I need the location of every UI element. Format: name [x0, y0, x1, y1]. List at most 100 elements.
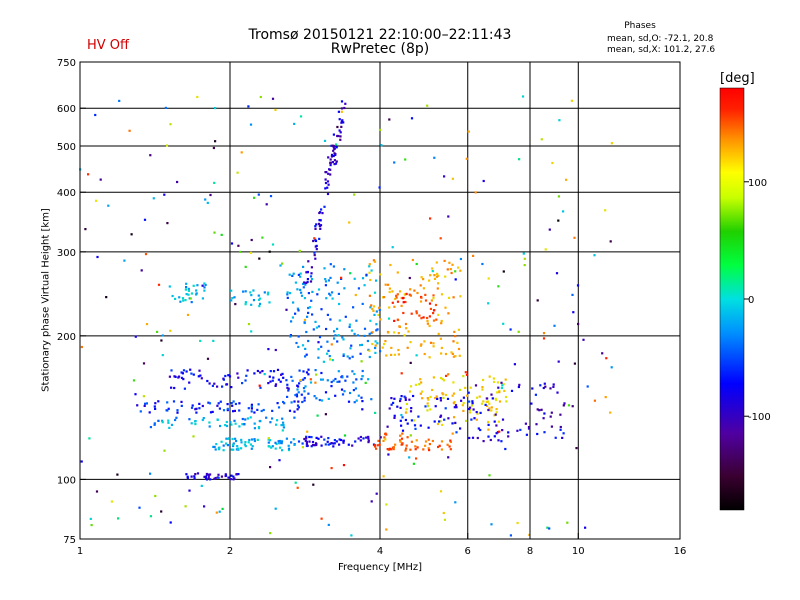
data-point — [415, 457, 418, 460]
data-point — [232, 448, 235, 451]
data-point — [143, 218, 147, 221]
data-point — [225, 420, 228, 424]
data-point — [234, 422, 237, 425]
data-point — [314, 257, 317, 260]
data-point — [226, 403, 229, 406]
data-point — [432, 312, 435, 315]
data-point — [310, 272, 313, 275]
data-point — [446, 397, 450, 400]
data-point — [426, 319, 429, 323]
data-point — [185, 370, 188, 373]
data-point — [240, 447, 243, 450]
data-point — [208, 402, 212, 405]
data-point — [303, 377, 306, 380]
data-point — [528, 533, 531, 536]
data-point — [444, 306, 447, 309]
data-point — [375, 310, 378, 313]
data-point — [291, 274, 294, 277]
data-point — [337, 292, 340, 295]
data-point — [414, 448, 417, 451]
data-point — [244, 301, 247, 304]
data-point — [494, 413, 497, 416]
data-point — [231, 443, 235, 446]
data-point — [209, 473, 212, 476]
data-point — [417, 415, 420, 418]
data-point — [206, 473, 209, 476]
data-point — [246, 369, 249, 372]
data-point — [244, 265, 247, 268]
data-point — [192, 284, 195, 287]
data-point — [232, 442, 235, 445]
data-point — [221, 385, 224, 388]
data-point — [413, 424, 417, 427]
data-point — [573, 236, 576, 239]
data-point — [327, 172, 330, 175]
data-point — [193, 475, 196, 478]
data-point — [576, 284, 580, 287]
data-point — [329, 358, 332, 361]
data-point — [501, 384, 504, 387]
data-point — [89, 517, 92, 520]
data-point — [493, 380, 496, 383]
data-point — [502, 383, 505, 386]
data-point — [601, 352, 604, 355]
data-point — [332, 146, 335, 149]
data-point — [342, 441, 345, 444]
data-point — [433, 277, 437, 280]
data-point — [161, 334, 164, 337]
data-point — [194, 423, 197, 426]
data-point — [202, 417, 205, 420]
data-point — [391, 246, 394, 249]
data-point — [396, 300, 400, 303]
data-point — [360, 378, 363, 381]
data-point — [544, 248, 547, 251]
data-point — [373, 291, 377, 294]
data-point — [393, 331, 396, 334]
data-point — [190, 406, 194, 409]
data-point — [396, 405, 399, 408]
data-point — [290, 401, 293, 404]
colorbar-tick-label: -100 — [748, 412, 771, 423]
data-point — [195, 289, 198, 292]
data-point — [451, 422, 454, 425]
data-point — [183, 387, 186, 390]
data-point — [447, 373, 450, 376]
data-point — [367, 439, 370, 442]
data-point — [503, 389, 506, 392]
data-point — [522, 252, 525, 255]
data-point — [575, 447, 578, 450]
data-point — [236, 372, 239, 375]
data-point — [439, 237, 442, 240]
data-point — [452, 402, 455, 405]
data-point — [561, 436, 564, 439]
data-point — [200, 484, 203, 487]
data-point — [252, 299, 256, 302]
data-point — [302, 387, 306, 390]
data-point — [554, 436, 557, 439]
data-point — [361, 400, 364, 403]
data-point — [400, 296, 403, 300]
data-point — [182, 369, 186, 372]
data-point — [315, 223, 318, 226]
data-point — [230, 423, 233, 426]
data-point — [299, 115, 303, 118]
data-point — [319, 219, 322, 222]
data-point — [377, 439, 380, 442]
data-point — [340, 276, 343, 279]
data-point — [431, 388, 434, 392]
data-point — [449, 440, 452, 444]
data-point — [379, 318, 382, 321]
data-point — [184, 299, 187, 302]
data-point — [268, 301, 271, 304]
data-point — [440, 293, 444, 296]
data-point — [518, 158, 521, 161]
data-point — [138, 506, 141, 509]
data-point — [323, 139, 327, 142]
data-point — [334, 334, 337, 337]
data-point — [371, 307, 374, 310]
data-point — [481, 386, 484, 389]
chart-subtitle: RwPretec (8p) — [330, 41, 430, 57]
data-point — [271, 243, 275, 246]
data-point — [479, 411, 482, 414]
data-point — [409, 448, 412, 451]
